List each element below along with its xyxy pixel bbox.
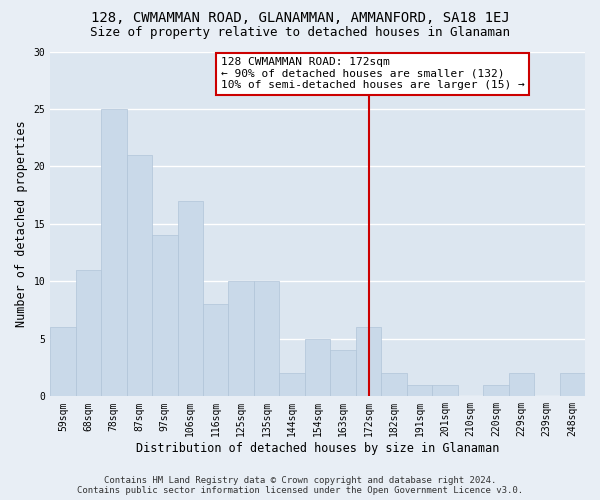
Bar xyxy=(76,270,101,396)
Text: 128 CWMAMMAN ROAD: 172sqm
← 90% of detached houses are smaller (132)
10% of semi: 128 CWMAMMAN ROAD: 172sqm ← 90% of detac… xyxy=(221,57,524,90)
Bar xyxy=(483,385,509,396)
Bar xyxy=(127,155,152,396)
Bar xyxy=(509,374,534,396)
Bar xyxy=(305,339,331,396)
Bar xyxy=(203,304,229,396)
Bar xyxy=(50,328,76,396)
Bar xyxy=(229,282,254,397)
Bar xyxy=(254,282,280,397)
Bar xyxy=(381,374,407,396)
Bar xyxy=(432,385,458,396)
Bar xyxy=(152,236,178,396)
Bar xyxy=(331,350,356,397)
X-axis label: Distribution of detached houses by size in Glanaman: Distribution of detached houses by size … xyxy=(136,442,499,455)
Bar xyxy=(280,374,305,396)
Text: Contains HM Land Registry data © Crown copyright and database right 2024.: Contains HM Land Registry data © Crown c… xyxy=(104,476,496,485)
Bar xyxy=(178,201,203,396)
Text: Size of property relative to detached houses in Glanaman: Size of property relative to detached ho… xyxy=(90,26,510,39)
Bar xyxy=(356,328,381,396)
Bar xyxy=(101,109,127,397)
Y-axis label: Number of detached properties: Number of detached properties xyxy=(15,120,28,327)
Bar xyxy=(407,385,432,396)
Text: Contains public sector information licensed under the Open Government Licence v3: Contains public sector information licen… xyxy=(77,486,523,495)
Bar xyxy=(560,374,585,396)
Text: 128, CWMAMMAN ROAD, GLANAMMAN, AMMANFORD, SA18 1EJ: 128, CWMAMMAN ROAD, GLANAMMAN, AMMANFORD… xyxy=(91,12,509,26)
